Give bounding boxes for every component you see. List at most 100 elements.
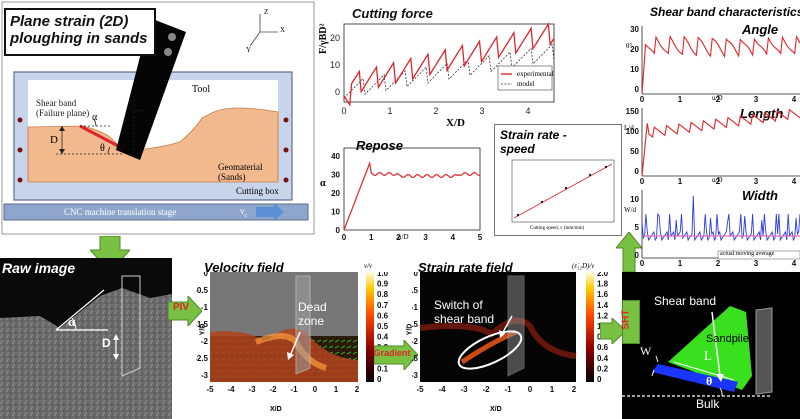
angle-ytick: 20 xyxy=(630,45,639,54)
sb-xtick: 0 xyxy=(640,259,645,268)
length-ylabel: L/d xyxy=(624,124,634,132)
cf-legend-exp: experimental xyxy=(517,70,554,78)
cutting-box-label: Cutting box xyxy=(236,186,279,196)
sr-xtick: 1 xyxy=(550,385,555,394)
repose-xtick: 2 xyxy=(396,233,401,242)
vf-cbar-tick: 0.1 xyxy=(377,364,389,373)
sr-cbar-tick: 1.6 xyxy=(597,290,609,299)
sb-xtick: 0 xyxy=(640,95,645,104)
raw-depth-label: D xyxy=(102,336,111,350)
sht-label: SHT xyxy=(620,309,632,330)
vf-cbar-tick: 0.8 xyxy=(377,290,389,299)
repose-line xyxy=(343,160,480,231)
axis-z-label: Z xyxy=(264,8,269,16)
width-ylabel: W/d xyxy=(624,206,637,214)
piv-label: PIV xyxy=(172,302,190,313)
strain-rate-field-chart: -5-4-3-2-10120-0.5-1-1.5-2-2.5-32.01.81.… xyxy=(412,272,609,394)
vf-ytick: -1.5 xyxy=(196,320,209,329)
cf-ytick: 10 xyxy=(330,60,340,70)
vf-xtick: 2 xyxy=(355,385,360,394)
cutting-force-title: Cutting force xyxy=(352,6,433,21)
cf-ytick: 20 xyxy=(330,33,340,43)
sr-xtick: -3 xyxy=(460,385,468,394)
cf-xtick: 4 xyxy=(525,106,530,116)
strain-colorbar-label: (ε̇₁₂D)/v xyxy=(572,262,595,270)
vf-ytick: -2 xyxy=(201,337,209,346)
cf-legend-model: model xyxy=(517,80,535,88)
sr-cbar-tick: 1.4 xyxy=(597,301,609,310)
arrow-to-shear-schematic xyxy=(600,318,626,344)
shear-band-label-bottom: Shear band xyxy=(654,294,717,308)
sr-ytick: -1 xyxy=(412,303,419,312)
vf-xtick: -4 xyxy=(227,385,235,394)
dead-zone-annotation: Dead zone xyxy=(298,300,327,328)
vf-xtick: 1 xyxy=(334,385,339,394)
theta-label: θ xyxy=(100,143,105,154)
sr-cbar-tick: 0 xyxy=(597,375,602,384)
vf-ytick: -3 xyxy=(201,371,209,380)
beta-label: β xyxy=(138,100,144,111)
switch-highlight-ellipse xyxy=(457,330,523,370)
sr-ytick: -2.5 xyxy=(412,354,419,363)
vf-cbar-tick: 0.9 xyxy=(377,280,389,289)
vf-xtick: -5 xyxy=(206,385,214,394)
angle-xlabel: u/D xyxy=(712,94,723,102)
sandpile-shape xyxy=(668,306,752,390)
repose-ytick: 40 xyxy=(331,152,340,161)
raw-alpha-label: α xyxy=(68,314,76,329)
vf-ytick: -0.5 xyxy=(196,286,209,295)
cutting-force-experimental-line xyxy=(343,22,555,107)
strain-rate-field-title: Strain rate field xyxy=(418,260,513,275)
strain-speed-fit-line xyxy=(513,163,613,219)
repose-ytick: 20 xyxy=(331,189,340,198)
velocity-field-xlabel: X/D xyxy=(270,406,282,413)
sb-xtick: 1 xyxy=(678,95,683,104)
repose-chart: 0 10 20 30 40 0 1 2 3 4 5 xyxy=(331,147,483,242)
repose-ytick: 10 xyxy=(331,208,340,217)
velocity-arrow xyxy=(256,203,284,221)
angle-ylabel: θ° xyxy=(626,42,633,50)
cf-xtick: 3 xyxy=(479,106,484,116)
sb-xtick: 3 xyxy=(754,177,759,186)
width-title: Width xyxy=(742,188,778,203)
cf-ytick: 0 xyxy=(335,87,340,97)
cf-xtick: 2 xyxy=(433,106,438,116)
depth-label: D xyxy=(50,134,58,146)
width-W-label: W xyxy=(640,344,652,358)
angle-ytick: 30 xyxy=(630,25,639,34)
cutting-force-chart: 0 10 20 0 1 2 3 4 xyxy=(330,22,555,116)
bulk-label: Bulk xyxy=(696,397,720,411)
velocity-colorbar-label: v/v xyxy=(364,262,373,270)
length-ytick: 50 xyxy=(630,147,639,156)
length-xlabel: u/D xyxy=(712,176,723,184)
sr-xtick: -4 xyxy=(438,385,446,394)
strain-field-xlabel: X/D xyxy=(490,406,502,413)
length-ytick: 150 xyxy=(626,107,640,116)
sr-cbar-tick: 0.4 xyxy=(597,354,609,363)
sb-xtick: 2 xyxy=(716,95,721,104)
alpha-label: α xyxy=(92,112,98,123)
axis-y-label: Y xyxy=(246,46,252,54)
strain-speed-xlabel: Cutting speed, v (mm/min) xyxy=(530,226,585,231)
sr-xtick: 2 xyxy=(572,385,577,394)
shear-band-shape xyxy=(652,364,738,392)
width-ytick: 0 xyxy=(635,251,640,260)
width-ytick: 10 xyxy=(630,195,639,204)
translation-stage xyxy=(3,203,309,221)
shear-band-schematic xyxy=(622,306,773,397)
sb-xtick: 1 xyxy=(678,177,683,186)
axis-x-label: X xyxy=(280,26,286,34)
tool-label: Tool xyxy=(192,84,211,95)
velocity-field-ylabel: Y/D xyxy=(199,323,207,336)
cf-xtick: 1 xyxy=(387,106,392,116)
shear-band-char-title: Shear band characteristics xyxy=(650,5,800,19)
repose-xlabel: u/D xyxy=(398,233,409,241)
sb-xtick: 3 xyxy=(754,95,759,104)
vf-xtick: -2 xyxy=(269,385,277,394)
sr-cbar-tick: 0.6 xyxy=(597,343,609,352)
gradient-label: Gradient xyxy=(373,348,411,358)
angle-ytick: 10 xyxy=(630,65,639,74)
strain-speed-title: Strain rate - speed xyxy=(500,128,567,156)
cf-ylabel: F/γBD² xyxy=(318,23,329,54)
schematic-title-line1: Plane strain (2D) xyxy=(10,13,129,30)
